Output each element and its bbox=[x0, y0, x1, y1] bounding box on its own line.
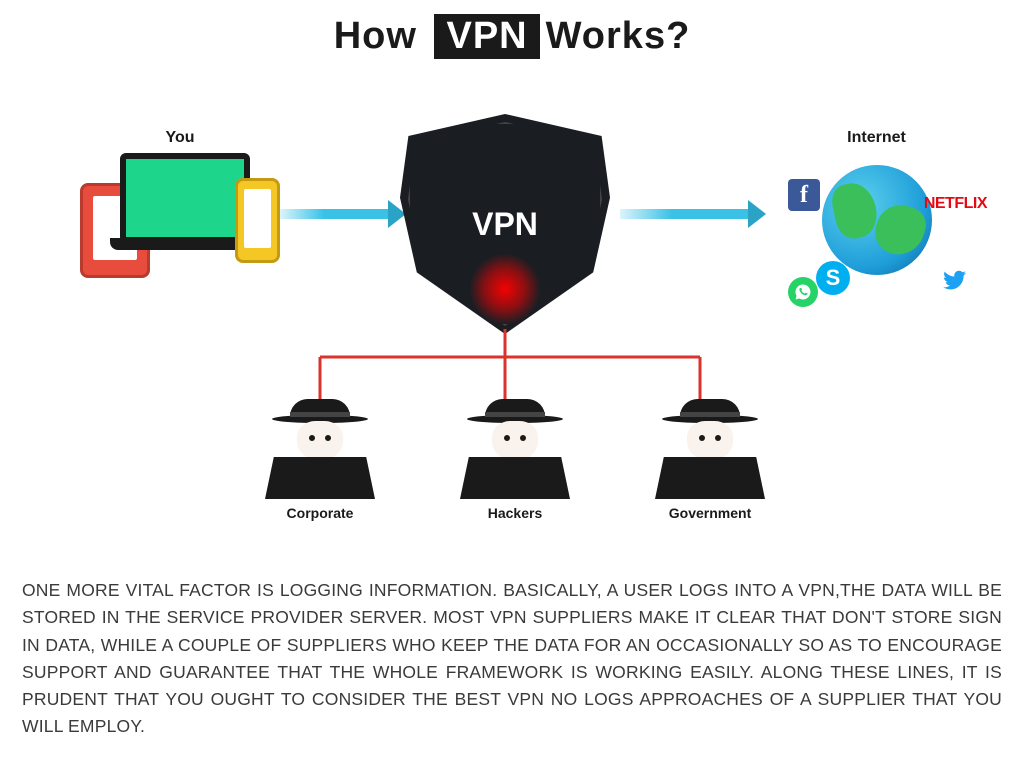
devices-cluster bbox=[80, 153, 280, 263]
page-title: How VPNWorks? bbox=[0, 0, 1024, 59]
hat-icon bbox=[290, 399, 350, 419]
threat-government: Government bbox=[645, 399, 775, 521]
globe-icon bbox=[822, 165, 932, 275]
face-icon bbox=[297, 421, 343, 461]
whatsapp-glyph-icon bbox=[794, 283, 812, 301]
threat-label: Corporate bbox=[255, 505, 385, 521]
hacker-icon bbox=[255, 399, 385, 499]
threat-hackers: Hackers bbox=[450, 399, 580, 521]
arrow-you-to-vpn-icon bbox=[280, 209, 390, 219]
whatsapp-icon bbox=[788, 277, 818, 307]
threat-label: Hackers bbox=[450, 505, 580, 521]
hacker-laptop-icon bbox=[655, 457, 765, 499]
skype-icon: S bbox=[816, 261, 850, 295]
hacker-icon bbox=[645, 399, 775, 499]
twitter-icon bbox=[941, 268, 969, 299]
title-vpn-box: VPN bbox=[434, 14, 539, 59]
threat-label: Government bbox=[645, 505, 775, 521]
internet-label: Internet bbox=[784, 129, 969, 147]
threat-corporate: Corporate bbox=[255, 399, 385, 521]
globe-cluster: f NETFLIX S bbox=[784, 155, 969, 305]
netflix-icon: NETFLIX bbox=[924, 195, 987, 213]
arrow-vpn-to-internet-icon bbox=[620, 209, 750, 219]
hacker-laptop-icon bbox=[460, 457, 570, 499]
shield-label: VPN bbox=[472, 206, 538, 243]
threat-row: Corporate Hackers Government bbox=[255, 399, 775, 521]
vpn-diagram: You VPN Internet f NETFLIX S bbox=[0, 59, 1024, 529]
twitter-glyph-icon bbox=[941, 268, 969, 292]
facebook-icon: f bbox=[788, 179, 820, 211]
face-icon bbox=[492, 421, 538, 461]
you-label: You bbox=[80, 129, 280, 147]
vpn-shield: VPN bbox=[400, 114, 610, 344]
you-group: You bbox=[80, 129, 280, 263]
threat-glow-icon bbox=[470, 254, 540, 324]
title-after: Works? bbox=[546, 15, 691, 57]
internet-group: Internet f NETFLIX S bbox=[784, 129, 969, 305]
hat-icon bbox=[680, 399, 740, 419]
hat-icon bbox=[485, 399, 545, 419]
hacker-icon bbox=[450, 399, 580, 499]
globe-land-icon bbox=[869, 199, 930, 261]
laptop-icon bbox=[120, 153, 250, 243]
shield-icon: VPN bbox=[400, 114, 610, 334]
phone-icon bbox=[235, 178, 280, 263]
title-before: How bbox=[334, 15, 417, 57]
hacker-laptop-icon bbox=[265, 457, 375, 499]
body-paragraph: One more vital factor is logging informa… bbox=[22, 577, 1002, 740]
globe-land-icon bbox=[829, 179, 882, 242]
face-icon bbox=[687, 421, 733, 461]
